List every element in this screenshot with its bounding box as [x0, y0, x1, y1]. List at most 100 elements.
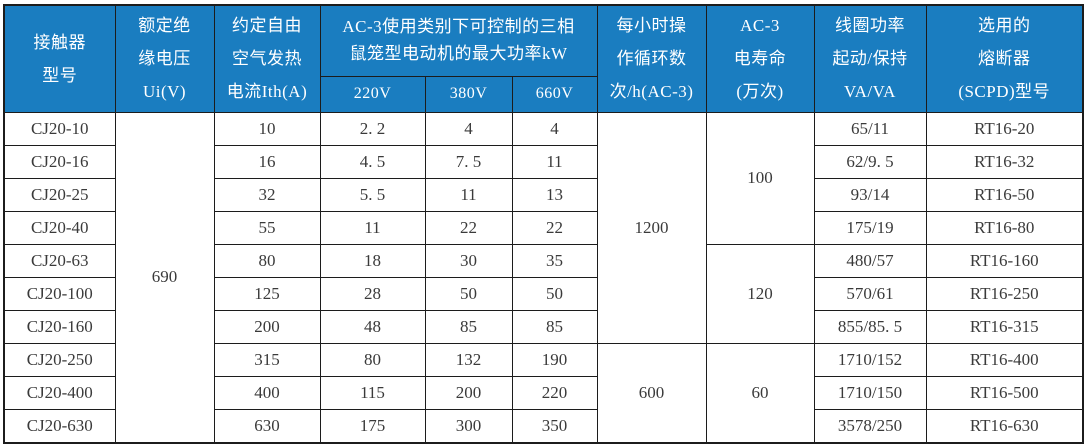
- cell-cycles: 600: [596, 342, 707, 443]
- header-model: 接触器 型号: [3, 4, 116, 113]
- table-row: CJ20-25 32 5. 5 11 13 93/14 RT16-50: [3, 177, 1084, 212]
- cell-power-380v: 22: [424, 210, 513, 245]
- cell-coil-power: 570/61: [813, 276, 927, 311]
- cell-thermal-current: 315: [213, 342, 321, 377]
- header-electrical-life: AC-3 电寿命 (万次): [705, 4, 815, 113]
- cell-coil-power: 855/85. 5: [813, 309, 927, 344]
- cell-power-220v: 48: [319, 309, 426, 344]
- header-fuse-type: 选用的 熔断器 (SCPD)型号: [925, 4, 1084, 113]
- header-660v: 660V: [511, 75, 598, 113]
- cell-thermal-current: 10: [213, 111, 321, 146]
- cell-cycles: 1200: [596, 111, 707, 344]
- cell-coil-power: 62/9. 5: [813, 144, 927, 179]
- cell-coil-power: 1710/150: [813, 375, 927, 410]
- cell-model: CJ20-630: [3, 408, 116, 443]
- cell-power-380v: 200: [424, 375, 513, 410]
- cell-fuse: RT16-160: [925, 243, 1084, 278]
- cell-power-380v: 300: [424, 408, 513, 443]
- cell-power-660v: 50: [511, 276, 598, 311]
- cell-power-220v: 18: [319, 243, 426, 278]
- cell-power-660v: 22: [511, 210, 598, 245]
- table-body: CJ20-10 690 10 2. 2 4 4 1200 100 65/11 R…: [3, 111, 1084, 443]
- cell-power-220v: 175: [319, 408, 426, 443]
- cell-power-380v: 85: [424, 309, 513, 344]
- cell-coil-power: 175/19: [813, 210, 927, 245]
- table-row: CJ20-63 80 18 30 35 120 480/57 RT16-160: [3, 243, 1084, 344]
- cell-model: CJ20-10: [3, 111, 116, 146]
- table-row: CJ20-10 690 10 2. 2 4 4 1200 100 65/11 R…: [3, 111, 1084, 443]
- cell-power-660v: 190: [511, 342, 598, 377]
- cell-model: CJ20-160: [3, 309, 116, 344]
- cell-power-380v: 132: [424, 342, 513, 377]
- cell-model: CJ20-16: [3, 144, 116, 179]
- table-row: CJ20-100 125 28 50 50 570/61 RT16-250: [3, 276, 1084, 311]
- contactor-spec-table: 接触器 型号 额定绝 缘电压 Ui(V) 约定自由 空气发热 电流Ith(A) …: [3, 4, 1084, 444]
- cell-power-220v: 115: [319, 375, 426, 410]
- cell-coil-power: 3578/250: [813, 408, 927, 443]
- cell-fuse: RT16-80: [925, 210, 1084, 245]
- cell-fuse: RT16-250: [925, 276, 1084, 311]
- cell-power-660v: 350: [511, 408, 598, 443]
- cell-power-660v: 85: [511, 309, 598, 344]
- cell-thermal-current: 400: [213, 375, 321, 410]
- header-coil-power: 线圈功率 起动/保持 VA/VA: [813, 4, 927, 113]
- cell-power-380v: 30: [424, 243, 513, 278]
- cell-coil-power: 93/14: [813, 177, 927, 212]
- cell-fuse: RT16-20: [925, 111, 1084, 146]
- cell-model: CJ20-63: [3, 243, 116, 278]
- cell-power-220v: 5. 5: [319, 177, 426, 212]
- cell-life: 60: [705, 342, 815, 443]
- cell-coil-power: 65/11: [813, 111, 927, 146]
- cell-coil-power: 480/57: [813, 243, 927, 278]
- cell-power-380v: 7. 5: [424, 144, 513, 179]
- cell-power-380v: 50: [424, 276, 513, 311]
- table-row: CJ20-250 315 80 132 190 600 60 1710/152 …: [3, 342, 1084, 443]
- cell-power-220v: 28: [319, 276, 426, 311]
- cell-model: CJ20-400: [3, 375, 116, 410]
- table-row: CJ20-160 200 48 85 85 855/85. 5 RT16-315: [3, 309, 1084, 344]
- cell-thermal-current: 55: [213, 210, 321, 245]
- cell-fuse: RT16-315: [925, 309, 1084, 344]
- cell-thermal-current: 80: [213, 243, 321, 278]
- table-header: 接触器 型号 额定绝 缘电压 Ui(V) 约定自由 空气发热 电流Ith(A) …: [3, 4, 1084, 113]
- header-cycles-per-hour: 每小时操 作循环数 次/h(AC-3): [596, 4, 707, 113]
- cell-fuse: RT16-500: [925, 375, 1084, 410]
- cell-power-380v: 11: [424, 177, 513, 212]
- table-row: CJ20-400 400 115 200 220 1710/150 RT16-5…: [3, 375, 1084, 410]
- cell-fuse: RT16-400: [925, 342, 1084, 377]
- cell-model: CJ20-25: [3, 177, 116, 212]
- cell-thermal-current: 32: [213, 177, 321, 212]
- cell-coil-power: 1710/152: [813, 342, 927, 377]
- cell-power-380v: 4: [424, 111, 513, 146]
- cell-insulation-voltage: 690: [114, 111, 215, 443]
- cell-model: CJ20-40: [3, 210, 116, 245]
- header-220v: 220V: [319, 75, 426, 113]
- cell-model: CJ20-100: [3, 276, 116, 311]
- header-row-1: 接触器 型号 额定绝 缘电压 Ui(V) 约定自由 空气发热 电流Ith(A) …: [3, 4, 1084, 113]
- cell-thermal-current: 16: [213, 144, 321, 179]
- cell-power-660v: 4: [511, 111, 598, 146]
- header-380v: 380V: [424, 75, 513, 113]
- header-row-2: 220V 380V 660V: [4, 75, 1083, 113]
- cell-power-660v: 35: [511, 243, 598, 278]
- cell-fuse: RT16-50: [925, 177, 1084, 212]
- cell-power-220v: 2. 2: [319, 111, 426, 146]
- cell-power-220v: 4. 5: [319, 144, 426, 179]
- cell-power-660v: 11: [511, 144, 598, 179]
- cell-power-220v: 11: [319, 210, 426, 245]
- cell-model: CJ20-250: [3, 342, 116, 377]
- cell-life: 100: [705, 111, 815, 245]
- cell-fuse: RT16-630: [925, 408, 1084, 443]
- cell-power-660v: 220: [511, 375, 598, 410]
- cell-thermal-current: 630: [213, 408, 321, 443]
- cell-fuse: RT16-32: [925, 144, 1084, 179]
- cell-thermal-current: 125: [213, 276, 321, 311]
- header-max-power-group: AC-3使用类别下可控制的三相 鼠笼型电动机的最大功率kW: [319, 4, 598, 77]
- cell-thermal-current: 200: [213, 309, 321, 344]
- table-row: CJ20-630 630 175 300 350 3578/250 RT16-6…: [3, 408, 1084, 443]
- cell-life: 120: [705, 243, 815, 344]
- header-thermal-current: 约定自由 空气发热 电流Ith(A): [213, 4, 321, 113]
- table-row: CJ20-16 16 4. 5 7. 5 11 62/9. 5 RT16-32: [3, 144, 1084, 179]
- table-row: CJ20-40 55 11 22 22 175/19 RT16-80: [3, 210, 1084, 245]
- cell-power-220v: 80: [319, 342, 426, 377]
